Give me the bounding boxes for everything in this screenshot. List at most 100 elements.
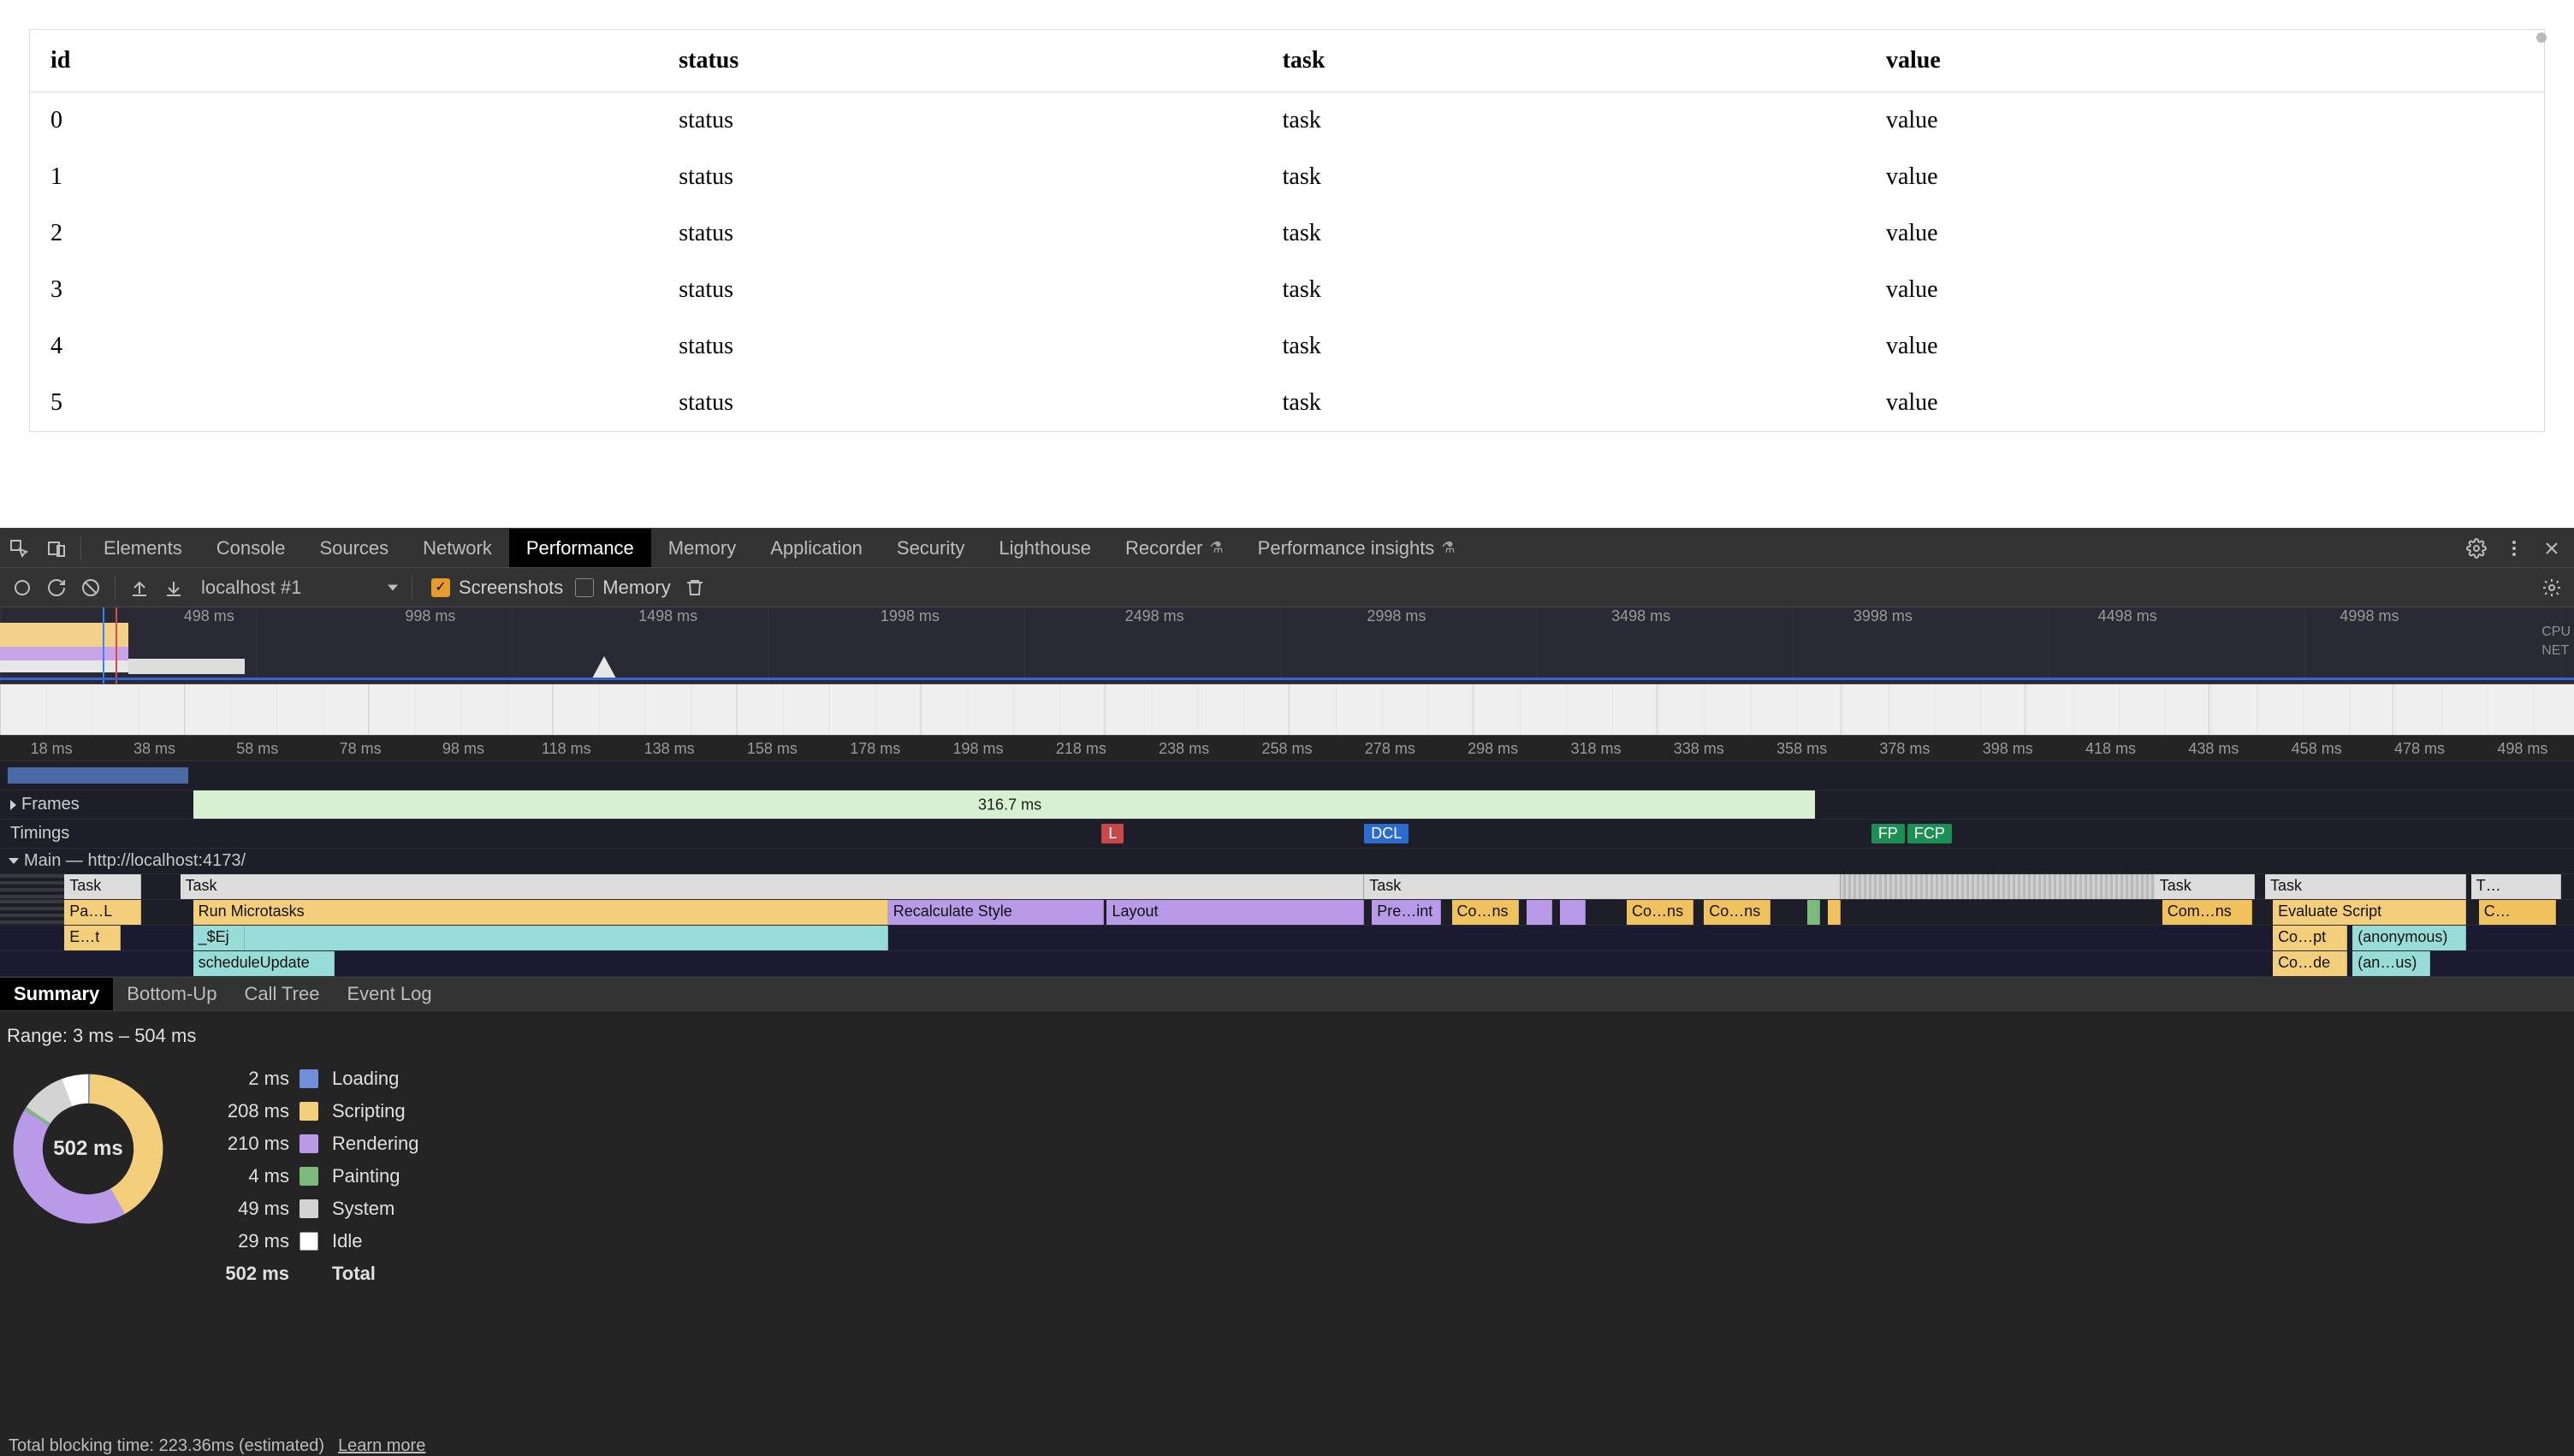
clear-icon[interactable] — [74, 571, 108, 605]
ruler-tick: 138 ms — [644, 740, 695, 758]
timing-marker-fcp[interactable]: FCP — [1907, 824, 1952, 843]
legend-label: Loading — [332, 1068, 419, 1090]
bottom-tab-bottom-up[interactable]: Bottom-Up — [113, 978, 230, 1010]
flame-cell[interactable] — [245, 926, 888, 950]
devtools-tab-application[interactable]: Application — [753, 529, 880, 567]
flame-cell[interactable]: E…t — [64, 926, 121, 950]
summary-legend: 2 msLoading208 msScripting210 msRenderin… — [195, 1068, 419, 1285]
summary-donut: 502 ms — [7, 1068, 169, 1230]
frames-track[interactable]: Frames 316.7 ms — [0, 790, 2574, 820]
ruler-tick: 258 ms — [1261, 740, 1312, 758]
upload-profile-icon[interactable] — [122, 571, 157, 605]
overview-tick: 1998 ms — [881, 607, 940, 625]
perf-overview[interactable]: 498 ms998 ms1498 ms1998 ms2498 ms2998 ms… — [0, 607, 2574, 684]
bottom-tab-summary[interactable]: Summary — [0, 978, 113, 1010]
flame-cell[interactable]: (an…us) — [2352, 951, 2429, 976]
flame-row[interactable]: TaskTaskTaskTaskTaskT… — [0, 874, 2574, 900]
flame-cell[interactable]: Evaluate Script — [2273, 900, 2466, 925]
flame-cell[interactable]: Com…ns — [2162, 900, 2252, 925]
flame-cell[interactable]: Recalculate Style — [888, 900, 1105, 925]
overview-tick: 498 ms — [184, 607, 234, 625]
table-cell: 3 — [30, 262, 659, 318]
ruler-tick: 438 ms — [2188, 740, 2239, 758]
overview-dcl-line — [103, 607, 104, 684]
device-toolbar-icon[interactable] — [38, 529, 75, 568]
flame-cell[interactable]: Layout — [1106, 900, 1364, 925]
memory-checkbox[interactable]: Memory — [575, 577, 670, 599]
screenshots-strip[interactable] — [0, 684, 2574, 736]
flame-cell[interactable]: Task — [2265, 874, 2466, 899]
perf-footer: Total blocking time: 223.36ms (estimated… — [0, 1435, 2574, 1456]
devtools-tab-performance[interactable]: Performance — [509, 529, 651, 567]
timing-marker-l[interactable]: L — [1101, 824, 1124, 843]
timing-marker-fp[interactable]: FP — [1871, 824, 1905, 843]
more-icon[interactable] — [2495, 529, 2533, 568]
flame-cell[interactable]: Pa…L — [64, 900, 141, 925]
flame-cell[interactable]: C… — [2479, 900, 2556, 925]
flame-cell[interactable]: T… — [2471, 874, 2561, 899]
screenshots-checkbox[interactable]: ✓ Screenshots — [431, 577, 563, 599]
devtools-tab-recorder[interactable]: Recorder⚗ — [1108, 529, 1241, 567]
learn-more-link[interactable]: Learn more — [338, 1436, 425, 1456]
devtools-tab-elements[interactable]: Elements — [86, 529, 199, 567]
devtools-tab-sources[interactable]: Sources — [302, 529, 406, 567]
download-profile-icon[interactable] — [157, 571, 191, 605]
table-header-row: id status task value — [30, 30, 2545, 92]
inspect-element-icon[interactable] — [0, 529, 38, 568]
flame-cell[interactable]: Run Microtasks — [193, 900, 888, 925]
gc-icon[interactable] — [678, 571, 712, 605]
close-devtools-icon[interactable] — [2533, 529, 2571, 568]
main-thread-track[interactable]: Main — http://localhost:4173/ Task Task Ta… — [0, 849, 2574, 977]
flame-cell[interactable]: _$Ej — [193, 926, 245, 950]
timeline-ruler[interactable]: 18 ms38 ms58 ms78 ms98 ms118 ms138 ms158… — [0, 736, 2574, 761]
network-request-bar[interactable] — [8, 767, 188, 784]
flame-cell[interactable] — [1807, 900, 1820, 925]
flame-row[interactable]: Pa…L Run MicrotasksRecalculate StyleLayou… — [0, 900, 2574, 926]
devtools-tab-security[interactable]: Security — [880, 529, 982, 567]
flame-row[interactable]: scheduleUpdate Co…de(an…us) — [0, 951, 2574, 977]
flame-cell[interactable]: Co…pt — [2273, 926, 2347, 950]
flame-cell[interactable]: Co…de — [2273, 951, 2347, 976]
flame-cell[interactable]: Co…ns — [1627, 900, 1693, 925]
page-content: id status task value 0statustaskvalue1st… — [0, 0, 2574, 461]
network-track[interactable]: Network — [0, 761, 2574, 790]
flame-cell[interactable] — [1828, 900, 1841, 925]
flame-cell[interactable]: Co…ns — [1452, 900, 1519, 925]
devtools-tab-console[interactable]: Console — [199, 529, 303, 567]
flame-cell[interactable]: Pre…int — [1372, 900, 1441, 925]
flame-cell[interactable] — [1560, 900, 1586, 925]
devtools-tab-network[interactable]: Network — [406, 529, 509, 567]
timing-marker-dcl[interactable]: DCL — [1364, 824, 1409, 843]
main-track-header[interactable]: Main — http://localhost:4173/ — [0, 849, 2574, 874]
profile-select[interactable]: localhost #1 — [191, 573, 405, 602]
devtools-tab-memory[interactable]: Memory — [651, 529, 753, 567]
record-icon[interactable] — [5, 571, 39, 605]
flame-cell[interactable]: Co…ns — [1704, 900, 1770, 925]
flame-cell[interactable]: (anonymous) — [2352, 926, 2465, 950]
ruler-tick: 158 ms — [747, 740, 798, 758]
devtools-tab-lighthouse[interactable]: Lighthouse — [982, 529, 1108, 567]
timings-track[interactable]: Timings LDCLFPFCP — [0, 820, 2574, 849]
overview-tick: 4998 ms — [2340, 607, 2399, 625]
flame-cell[interactable] — [1527, 900, 1552, 925]
flame-cell[interactable]: Task — [64, 874, 141, 899]
table-row: 5statustaskvalue — [30, 375, 2545, 432]
table-cell: task — [1262, 92, 1865, 150]
table-cell: status — [658, 318, 1261, 375]
table-cell: 5 — [30, 375, 659, 432]
ruler-tick: 278 ms — [1365, 740, 1415, 758]
bottom-tab-event-log[interactable]: Event Log — [333, 978, 445, 1010]
ruler-tick: 498 ms — [2497, 740, 2547, 758]
legend-total-label: Total — [332, 1263, 419, 1285]
perf-settings-icon[interactable] — [2535, 571, 2569, 605]
devtools-tab-performance-insights[interactable]: Performance insights⚗ — [1241, 529, 1473, 567]
flame-cell[interactable]: scheduleUpdate — [193, 951, 335, 976]
bottom-tab-call-tree[interactable]: Call Tree — [230, 978, 333, 1010]
settings-icon[interactable] — [2458, 529, 2495, 568]
flame-row[interactable]: E…t _$Ej Co…pt(anonymous) — [0, 926, 2574, 951]
overview-tick: 3498 ms — [1611, 607, 1670, 625]
separator — [80, 536, 81, 560]
flame-cell[interactable]: Task — [2155, 874, 2255, 899]
reload-record-icon[interactable] — [39, 571, 74, 605]
col-header-value: value — [1865, 30, 2545, 92]
